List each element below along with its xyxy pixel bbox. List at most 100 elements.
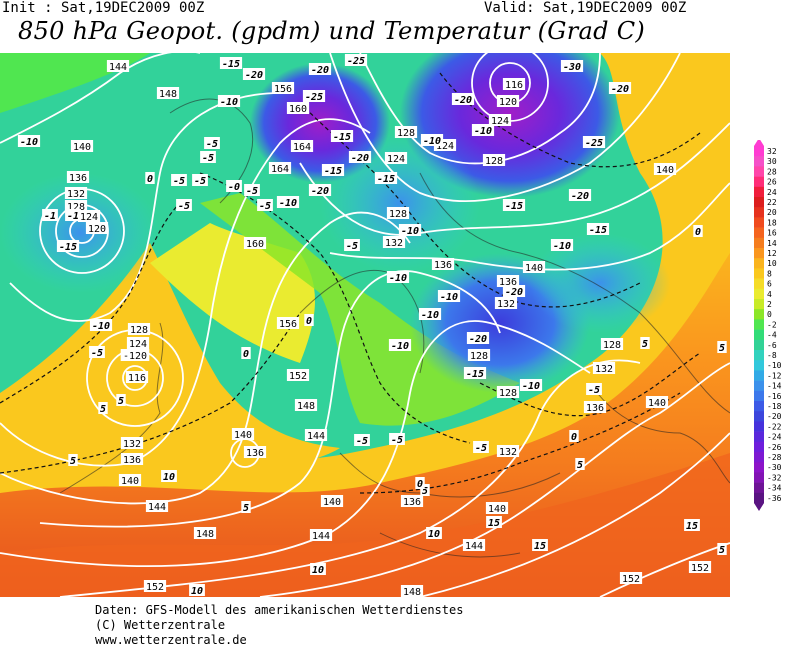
svg-text:5: 5 (719, 545, 725, 556)
svg-text:-5: -5 (391, 435, 403, 446)
svg-text:144: 144 (465, 541, 483, 552)
temperature-label: -5 (344, 239, 360, 252)
svg-text:140: 140 (121, 476, 139, 487)
geopotential-label: 140 (70, 140, 94, 153)
svg-text:136: 136 (434, 260, 452, 271)
geopotential-label: 124 (77, 210, 101, 223)
legend-level-label: 2 (767, 300, 772, 309)
temperature-labels: -15-20 -20-25-25-10-10 -5-50 -5 -5-5-0 -5-5 -1… (17, 54, 727, 597)
svg-text:-20: -20 (571, 191, 589, 202)
geopotential-label: 132 (382, 236, 406, 249)
svg-text:136: 136 (123, 455, 141, 466)
temperature-label: -5 (204, 137, 220, 150)
geopotential-label: 116 (502, 78, 526, 91)
legend-swatch (754, 197, 764, 208)
temperature-label: -20 (308, 184, 332, 197)
svg-text:10: 10 (163, 472, 175, 483)
geopotential-label: 132 (494, 297, 518, 310)
temperature-label: 5 (98, 402, 108, 415)
svg-text:-0: -0 (228, 182, 240, 193)
svg-text:5: 5 (100, 404, 106, 415)
temperature-label: 0 (145, 172, 155, 185)
temperature-label: -10 (276, 196, 300, 209)
temperature-label: -5 (257, 199, 273, 212)
temperature-label: -0 (226, 180, 242, 193)
legend-level-label: -28 (767, 453, 782, 462)
legend-level-label: -34 (767, 484, 782, 493)
geopotential-label: 144 (145, 500, 169, 513)
legend-swatch (754, 339, 764, 351)
geopotential-labels: 144 148 156 160 164 164 160 156 152 148 144 140 136 1… (64, 60, 712, 597)
geopotential-label: 156 (276, 317, 300, 330)
temperature-label: 5 (575, 458, 585, 471)
svg-text:-25: -25 (347, 56, 365, 67)
legend-level-label: -22 (767, 422, 782, 431)
svg-text:148: 148 (159, 89, 177, 100)
geopotential-label: 128 (127, 323, 151, 336)
svg-text:-10: -10 (401, 226, 419, 237)
geopotential-label: 152 (143, 580, 167, 593)
temperature-label: -10 (437, 290, 461, 303)
legend-level-label: -24 (767, 433, 782, 442)
svg-text:-25: -25 (305, 92, 323, 103)
temperature-label: -15 (586, 223, 610, 236)
temperature-label: -25 (344, 54, 368, 67)
svg-text:-5: -5 (194, 176, 206, 187)
svg-text:10: 10 (428, 529, 440, 540)
svg-text:-5: -5 (206, 139, 218, 150)
svg-text:128: 128 (499, 388, 517, 399)
legend-swatch (754, 207, 764, 218)
temperature-label: -5 (192, 174, 208, 187)
geopotential-label: 128 (394, 126, 418, 139)
legend-swatch (754, 421, 764, 432)
geopotential-label: 136 (496, 275, 520, 288)
legend-level-label: -30 (767, 463, 782, 472)
svg-text:10: 10 (312, 565, 324, 576)
temperature-label: -10 (420, 134, 444, 147)
temperature-label: 0 (241, 347, 251, 360)
temperature-label: 5 (717, 543, 727, 556)
legend-swatch (754, 237, 764, 249)
legend-swatch (754, 492, 764, 504)
temperature-label: -10 (519, 379, 543, 392)
svg-text:-5: -5 (173, 176, 185, 187)
legend-swatch (754, 186, 764, 198)
temperature-label: -10 (217, 95, 241, 108)
svg-text:5: 5 (642, 339, 648, 350)
geopotential-label: 144 (462, 539, 486, 552)
legend-swatch (754, 258, 764, 269)
temperature-label: 5 (640, 337, 650, 350)
svg-text:124: 124 (491, 116, 509, 127)
svg-text:-20: -20 (454, 95, 472, 106)
svg-text:132: 132 (595, 364, 613, 375)
temperature-label: -10 (418, 308, 442, 321)
temperature-label: 5 (420, 484, 430, 497)
legend-swatch (754, 288, 764, 300)
legend-swatch (754, 390, 764, 402)
svg-text:124: 124 (129, 339, 147, 350)
legend-swatch (754, 278, 764, 290)
temperature-label: -30 (560, 60, 584, 73)
temperature-label: 0 (304, 314, 314, 327)
legend-level-label: -26 (767, 443, 782, 452)
svg-text:-120: -120 (123, 351, 147, 362)
legend-level-label: -4 (767, 331, 777, 340)
temperature-legend: 32302826242220181614121086420-2-4-6-8-10… (754, 140, 782, 511)
legend-level-label: -18 (767, 402, 782, 411)
geopotential-label: 124 (126, 337, 150, 350)
svg-text:-25: -25 (585, 138, 603, 149)
svg-text:-15: -15 (505, 201, 523, 212)
svg-text:0: 0 (417, 479, 423, 490)
geopotential-label: 140 (645, 396, 669, 409)
svg-text:-10: -10 (474, 126, 492, 137)
legend-level-label: 6 (767, 280, 772, 289)
svg-text:124: 124 (436, 141, 454, 152)
legend-swatch (754, 360, 764, 371)
temperature-label: -20 (502, 285, 526, 298)
svg-text:-20: -20 (611, 84, 629, 95)
temperature-label: -20 (608, 82, 632, 95)
legend-arrow-bottom (754, 503, 764, 511)
svg-text:116: 116 (505, 80, 523, 91)
geopotential-label: 140 (653, 163, 677, 176)
temperature-label: -5 (389, 433, 405, 446)
